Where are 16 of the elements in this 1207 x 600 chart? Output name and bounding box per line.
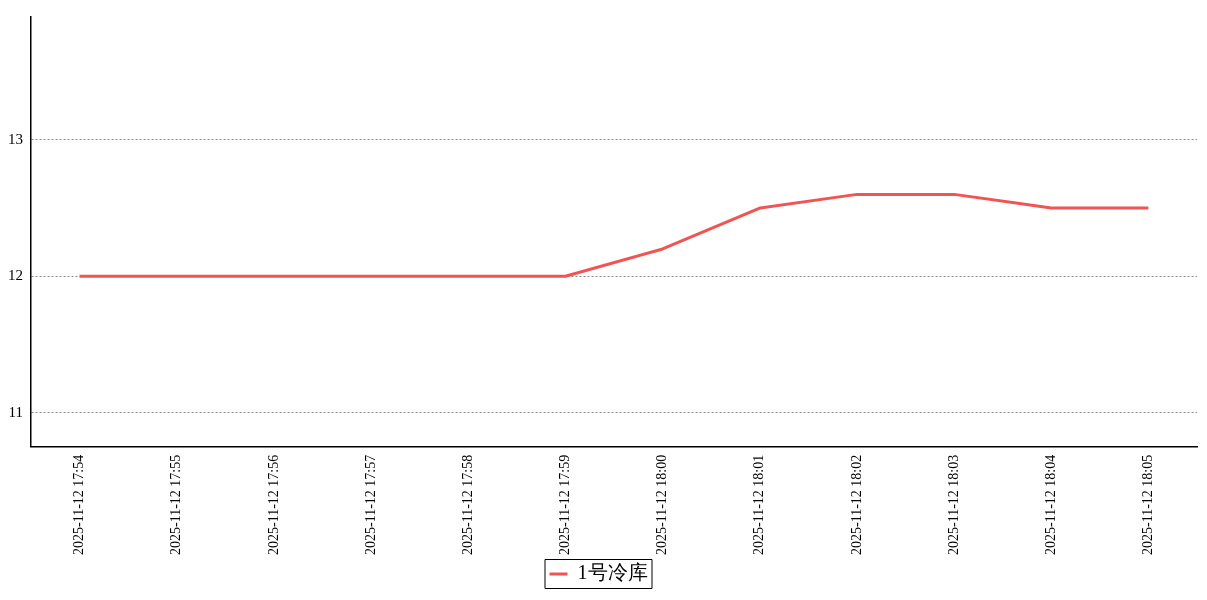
x-tick-label: 2025-11-12 18:05 [1140,454,1156,556]
x-tick-label: 2025-11-12 17:57 [362,454,378,556]
x-tick-label: 2025-11-12 18:03 [945,454,961,556]
x-tick-label: 2025-11-12 18:01 [751,454,767,556]
y-tick-label: 13 [8,130,23,147]
x-tick-label: 2025-11-12 17:58 [459,454,475,556]
y-tick-label: 11 [8,403,23,420]
x-tick-label: 2025-11-12 18:04 [1042,454,1058,556]
x-tick-label: 2025-11-12 17:56 [265,454,281,556]
x-tick-label: 2025-11-12 18:02 [848,454,864,556]
x-tick-label: 2025-11-12 17:55 [168,454,184,556]
legend-label: 1号冷库 [577,561,648,584]
x-tick-label: 2025-11-12 17:59 [557,454,573,556]
x-tick-label: 2025-11-12 18:00 [654,454,670,556]
x-tick-label: 2025-11-12 17:54 [71,454,87,556]
y-tick-label: 12 [8,267,23,284]
